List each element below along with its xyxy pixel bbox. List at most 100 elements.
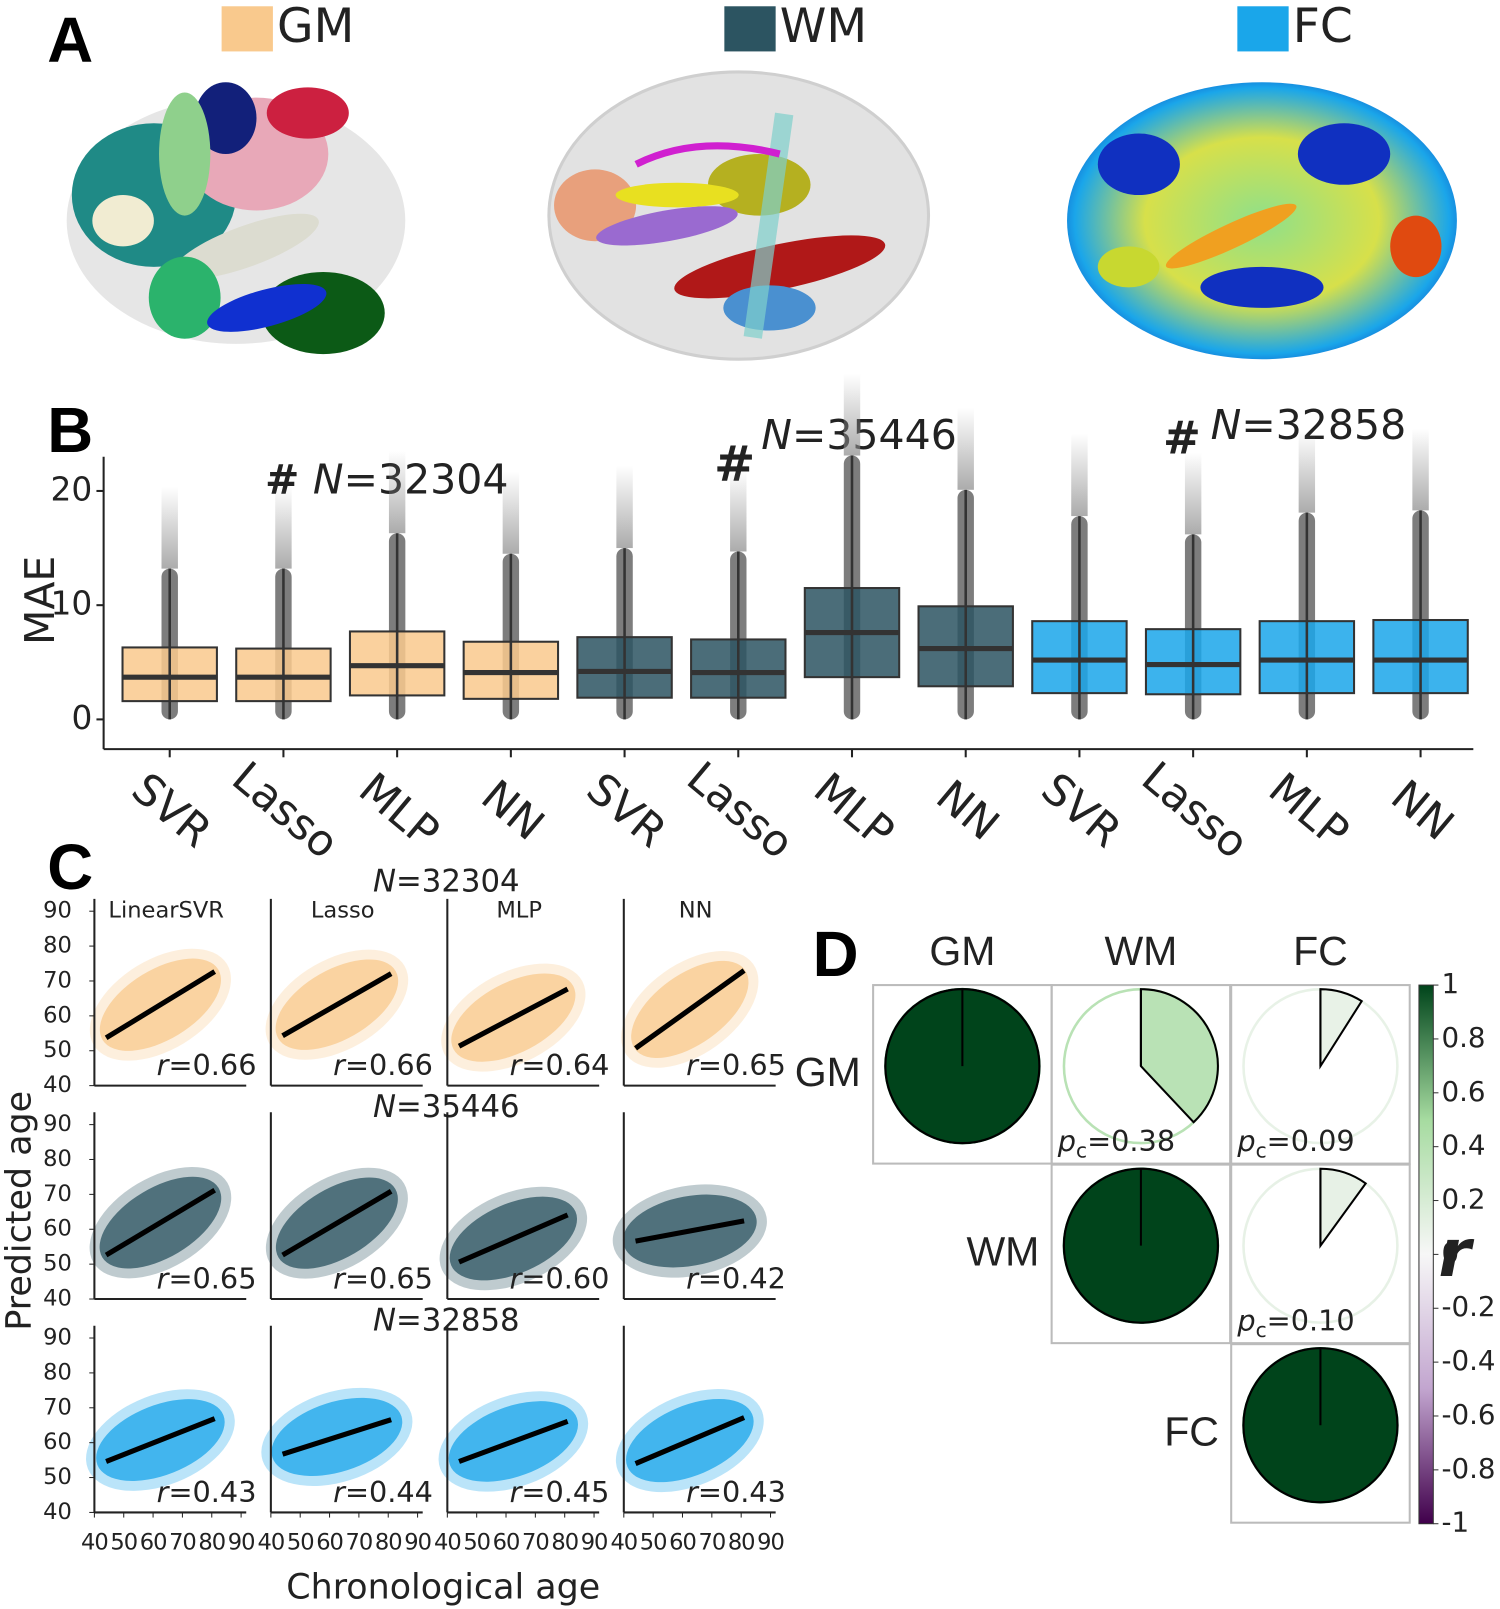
y-axis-label: Predicted age	[0, 1091, 40, 1331]
y-tick-label: 60	[43, 1429, 72, 1455]
outlier-haze	[843, 373, 861, 456]
colorbar-tick-label: -1	[1442, 1506, 1470, 1539]
outlier-haze	[388, 451, 406, 534]
y-tick-label: 60	[43, 1216, 72, 1242]
row-label: FC	[1164, 1408, 1219, 1454]
colorbar-tick-label: -0.6	[1442, 1398, 1496, 1431]
cell	[1230, 1343, 1411, 1524]
r-label: r=0.66	[333, 1048, 433, 1082]
x-tick-label: 60	[140, 1530, 167, 1556]
fit-line	[281, 971, 393, 1038]
row-label: GM	[795, 1049, 861, 1095]
r-label: r=0.64	[510, 1048, 610, 1082]
y-tick-label: 40	[43, 1286, 72, 1312]
x-tick-label: 50	[640, 1530, 667, 1556]
y-tick-label: 40	[43, 1072, 72, 1098]
column-title: NN	[679, 898, 713, 924]
legend-label: GM	[277, 0, 354, 54]
x-tick-label: 80	[198, 1530, 225, 1556]
r-label: r=0.42	[686, 1262, 786, 1296]
wm-brain	[547, 70, 931, 361]
fit-line	[634, 1415, 746, 1466]
legend-label: FC	[1293, 0, 1353, 54]
colorbar-tick-label: 0	[1442, 1236, 1460, 1269]
fit-line	[281, 1417, 392, 1457]
x-tick-label: 40	[610, 1530, 637, 1556]
y-tick-label: 60	[43, 1002, 72, 1028]
x-tick-label: 80	[551, 1530, 578, 1556]
y-tick-label: 80	[43, 933, 72, 959]
fit-line	[457, 986, 569, 1049]
column-title: Lasso	[311, 898, 375, 924]
x-tick-label: SVR	[577, 764, 676, 858]
x-tick-label: MLP	[349, 764, 448, 858]
outlier-haze	[957, 407, 974, 490]
x-tick-label: NN	[1381, 771, 1463, 851]
outlier-haze	[616, 465, 633, 549]
y-tick-label: 50	[43, 1251, 72, 1277]
x-tick-label: 70	[698, 1530, 725, 1556]
x-tick-label: 50	[463, 1530, 490, 1556]
colorbar-tick-label: 1	[1442, 967, 1460, 1000]
colorbar-tick-label: 0.4	[1442, 1129, 1486, 1162]
colorbar-tick-label: 0.8	[1442, 1021, 1486, 1054]
outlier-haze	[1298, 430, 1316, 513]
x-tick-label: 70	[522, 1530, 549, 1556]
y-tick-label: 50	[43, 1037, 72, 1063]
outlier-haze	[275, 486, 292, 569]
x-tick-label: 90	[581, 1530, 608, 1556]
row-label: N=35446	[373, 1089, 520, 1125]
legend-swatch	[1237, 6, 1289, 52]
group-label: N=35446	[761, 411, 957, 459]
panel-label: B	[47, 395, 93, 466]
p-label: pc=0.09	[1236, 1124, 1354, 1162]
r-label: r=0.65	[157, 1262, 257, 1296]
outlier-haze	[1071, 434, 1088, 517]
row-label: WM	[966, 1229, 1039, 1275]
fit-line	[104, 969, 217, 1041]
row-label: N=32858	[373, 1302, 520, 1338]
fit-line	[458, 1418, 569, 1464]
x-tick-label: MLP	[1259, 764, 1358, 858]
x-tick-label: Lasso	[1132, 753, 1257, 870]
y-tick-label: 90	[43, 898, 72, 924]
x-tick-label: 50	[110, 1530, 137, 1556]
x-tick-label: SVR	[1032, 764, 1131, 858]
p-label: pc=0.38	[1057, 1124, 1175, 1162]
panel-label: A	[47, 5, 93, 76]
p-label: pc=0.10	[1236, 1304, 1354, 1342]
group-label: N=32858	[1211, 401, 1407, 449]
gm-brain	[66, 82, 406, 355]
legend-swatch	[724, 6, 776, 52]
column-label: GM	[929, 928, 995, 974]
y-tick-label: 40	[43, 1499, 72, 1525]
y-tick-label: 70	[43, 1394, 72, 1420]
colorbar-tick-label: -0.2	[1442, 1290, 1496, 1323]
y-tick-label: 50	[43, 1464, 72, 1490]
fc-brain	[1067, 82, 1457, 360]
y-tick-label: 90	[43, 1325, 72, 1351]
y-tick-label: 70	[43, 967, 72, 993]
r-label: r=0.65	[333, 1262, 433, 1296]
x-tick-label: Lasso	[222, 753, 347, 870]
pie-wedge	[1319, 988, 1364, 1070]
r-label: r=0.43	[686, 1475, 786, 1509]
x-tick-label: NN	[472, 771, 554, 851]
y-tick-label: 90	[43, 1111, 72, 1137]
fit-line	[458, 1212, 569, 1265]
fit-line	[104, 1187, 217, 1258]
fit-line	[634, 968, 746, 1051]
outlier-haze	[1184, 452, 1202, 535]
x-tick-label: 70	[346, 1530, 373, 1556]
outlier-haze	[730, 469, 747, 552]
r-label: r=0.44	[333, 1475, 433, 1509]
panel-label: C	[47, 832, 93, 903]
y-tick-label: 80	[43, 1359, 72, 1385]
panel-label: D	[813, 919, 859, 990]
y-tick-label: 70	[43, 1181, 72, 1207]
x-tick-label: 60	[493, 1530, 520, 1556]
colorbar-tick-label: 0.6	[1442, 1075, 1486, 1108]
x-tick-label: 90	[404, 1530, 431, 1556]
r-label: r=0.43	[157, 1475, 257, 1509]
